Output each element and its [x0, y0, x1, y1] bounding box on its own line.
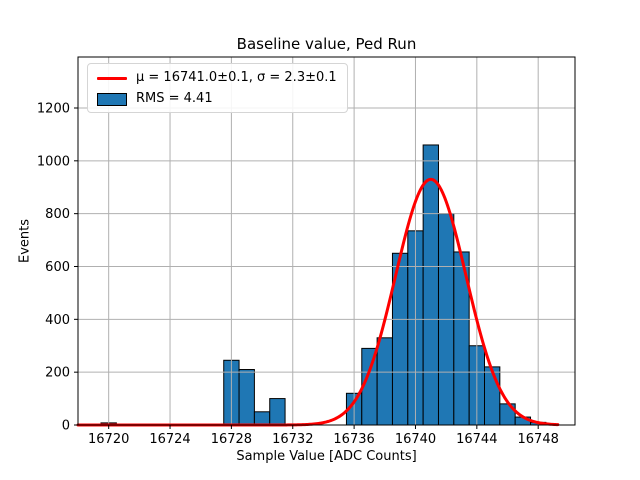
y-tick-label: 800 — [45, 207, 70, 222]
histogram-bar — [269, 398, 286, 426]
chart-title: Baseline value, Ped Run — [236, 35, 417, 53]
x-tick-label: 16724 — [149, 432, 190, 447]
histogram-bar — [484, 366, 501, 426]
x-tick-label: 16736 — [333, 432, 374, 447]
y-tick-label: 400 — [45, 313, 70, 328]
x-tick-label: 16748 — [518, 432, 559, 447]
y-tick-labels: 0 200 400 600 800 1000 1200 — [37, 102, 70, 434]
y-tick-label: 600 — [45, 260, 70, 275]
y-tick-label: 200 — [45, 366, 70, 381]
x-tick-labels: 16720 16724 16728 16732 16736 16740 16744 16748 — [88, 432, 559, 447]
x-tick-label: 16728 — [211, 432, 252, 447]
legend-rms-label: RMS = 4.41 — [136, 91, 213, 106]
legend-entry-histogram: RMS = 4.41 — [97, 91, 337, 107]
x-axis-label: Sample Value [ADC Counts] — [236, 449, 417, 464]
y-tick-label: 0 — [62, 419, 70, 434]
y-tick-label: 1000 — [37, 154, 70, 169]
histogram-bars — [100, 144, 547, 426]
histogram-bar — [422, 144, 439, 426]
axis-ticks — [74, 107, 539, 429]
histogram-swatch — [97, 92, 127, 106]
axes-frame — [77, 56, 576, 426]
legend: μ = 16741.0±0.1, σ = 2.3±0.1 RMS = 4.41 — [87, 63, 348, 113]
y-axis-label: Events — [17, 218, 33, 264]
fit-line-swatch — [97, 76, 127, 80]
x-tick-label: 16744 — [456, 432, 497, 447]
histogram-bar — [238, 369, 255, 426]
legend-fit-label: μ = 16741.0±0.1, σ = 2.3±0.1 — [136, 70, 337, 85]
x-tick-label: 16732 — [272, 432, 313, 447]
histogram-bar — [253, 411, 271, 426]
y-tick-label: 1200 — [37, 102, 70, 117]
histogram-bar — [376, 337, 393, 426]
x-tick-label: 16740 — [395, 432, 436, 447]
legend-entry-fit: μ = 16741.0±0.1, σ = 2.3±0.1 — [97, 70, 337, 86]
x-tick-label: 16720 — [88, 432, 129, 447]
